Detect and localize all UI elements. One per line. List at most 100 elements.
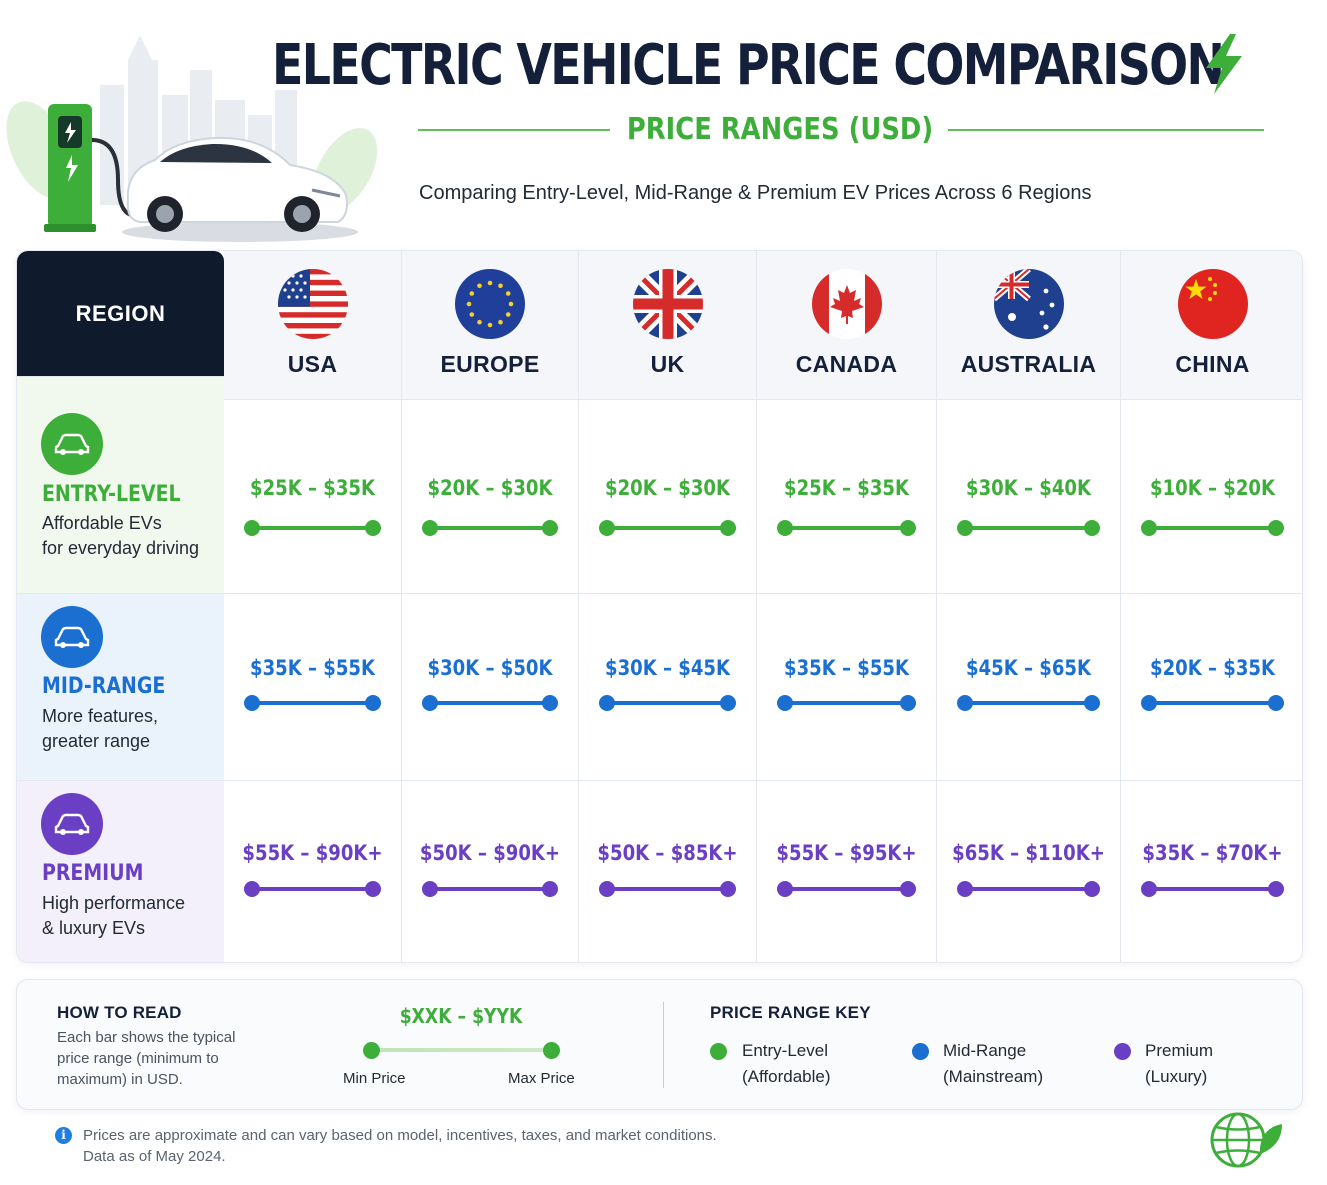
price-range-bar [1141,695,1284,711]
price-range-bar [957,695,1100,711]
price-range-label: $30K – $50K [427,656,553,680]
page-title: ELECTRIC VEHICLE PRICE COMPARISON [272,33,1225,98]
key-sub-mid-range: (Mainstream) [943,1067,1044,1086]
price-range-bar [599,695,736,711]
region-name-china: CHINA [1175,351,1250,377]
how-to-read-line-1: Each bar shows the typical [57,1029,236,1046]
entry-level-car-icon [41,413,103,475]
key-sub-premium: (Luxury) [1145,1067,1208,1086]
min-price-dot [599,520,615,536]
legend-divider [663,1002,664,1088]
min-price-dot [422,695,438,711]
how-to-read-line-2: price range (minimum to [57,1050,219,1067]
key-name-mid-range: Mid-Range [943,1041,1027,1060]
max-price-dot [1084,881,1100,897]
key-dot-entry-level [710,1043,727,1060]
min-price-dot [422,881,438,897]
eu-flag-icon [455,269,525,339]
price-cell: $50K – $90K+ [402,780,579,962]
price-range-bar [244,520,381,536]
tier-desc-mid-range-1: More features, [42,706,159,726]
column-header-uk: UK [579,251,757,399]
min-price-dot [1141,695,1157,711]
region-name-australia: AUSTRALIA [960,351,1097,377]
price-cell: $35K – $70K+ [1121,780,1302,962]
region-name-usa: USA [287,351,338,377]
region-name-uk: UK [650,351,685,377]
min-price-dot [957,520,973,536]
sample-max-dot [543,1042,560,1059]
price-range-bar [422,695,558,711]
price-range-bar [1141,881,1284,897]
price-cell: $25K – $35K [757,399,937,593]
price-cell: $55K – $90K+ [224,780,402,962]
price-cell: $20K – $35K [1121,593,1302,780]
column-header-canada: CANADA [757,251,937,399]
price-cell: $30K – $45K [579,593,757,780]
min-price-dot [244,881,260,897]
price-cell: $45K – $65K [937,593,1121,780]
key-sub-entry-level: (Affordable) [742,1067,831,1086]
tier-name-entry-level: ENTRY-LEVEL [42,482,181,507]
price-cell: $35K – $55K [224,593,402,780]
region-name-canada: CANADA [795,351,898,377]
max-price-dot [542,520,558,536]
column-header-usa: USA [224,251,402,399]
price-cell: $30K – $50K [402,593,579,780]
price-range-bar [777,520,916,536]
page-subtitle: PRICE RANGES (USD) [626,112,934,147]
max-price-dot [900,881,916,897]
price-cell: $55K – $95K+ [757,780,937,962]
max-price-dot [365,881,381,897]
tier-desc-premium-1: High performance [42,893,186,913]
price-range-bar [422,881,558,897]
tier-desc-mid-range-2: greater range [42,731,151,751]
price-range-bar [957,520,1100,536]
sample-min-dot [363,1042,380,1059]
column-header-australia: AUSTRALIA [937,251,1121,399]
max-price-dot [720,695,736,711]
max-price-dot [1268,520,1284,536]
price-range-label: $45K – $65K [966,656,1091,680]
price-cell: $20K – $30K [402,399,579,593]
column-header-europe: EUROPE [402,251,579,399]
max-price-dot [720,520,736,536]
subtitle-rule-right [948,129,1264,131]
tier-desc-premium-2: & luxury EVs [42,918,146,938]
max-price-dot [900,695,916,711]
min-price-dot [422,520,438,536]
tier-entry-level: ENTRY-LEVEL Affordable EVs for everyday … [17,376,224,593]
min-price-dot [244,695,260,711]
footnote-line-1: Prices are approximate and can vary base… [83,1127,717,1144]
max-price-label: Max Price [508,1070,575,1087]
price-range-label: $50K – $90K+ [419,841,561,865]
mid-range-car-icon [41,606,103,668]
page-description: Comparing Entry-Level, Mid-Range & Premi… [419,182,1092,204]
premium-car-icon [41,793,103,855]
max-price-dot [542,695,558,711]
australia-flag-icon [993,269,1064,339]
price-range-label: $20K – $35K [1150,656,1275,680]
max-price-dot [365,520,381,536]
price-range-label: $25K – $35K [784,476,909,500]
max-price-dot [1268,881,1284,897]
price-range-label: $55K – $95K+ [776,841,917,865]
how-to-read-title: HOW TO READ [57,1003,182,1022]
max-price-dot [1084,695,1100,711]
max-price-dot [542,881,558,897]
tier-name-mid-range: MID-RANGE [42,674,166,699]
price-cell: $65K – $110K+ [937,780,1121,962]
min-price-dot [777,695,793,711]
min-price-dot [957,695,973,711]
min-price-dot [1141,520,1157,536]
price-range-label: $20K – $30K [427,476,553,500]
price-range-bar [957,881,1100,897]
sample-range-bar [371,1048,551,1052]
key-dot-premium [1114,1043,1131,1060]
price-range-bar [422,520,558,536]
price-range-label: $35K – $55K [250,656,375,680]
region-name-europe: EUROPE [440,351,540,377]
max-price-dot [365,695,381,711]
price-range-bar [244,881,381,897]
price-range-bar [599,881,736,897]
